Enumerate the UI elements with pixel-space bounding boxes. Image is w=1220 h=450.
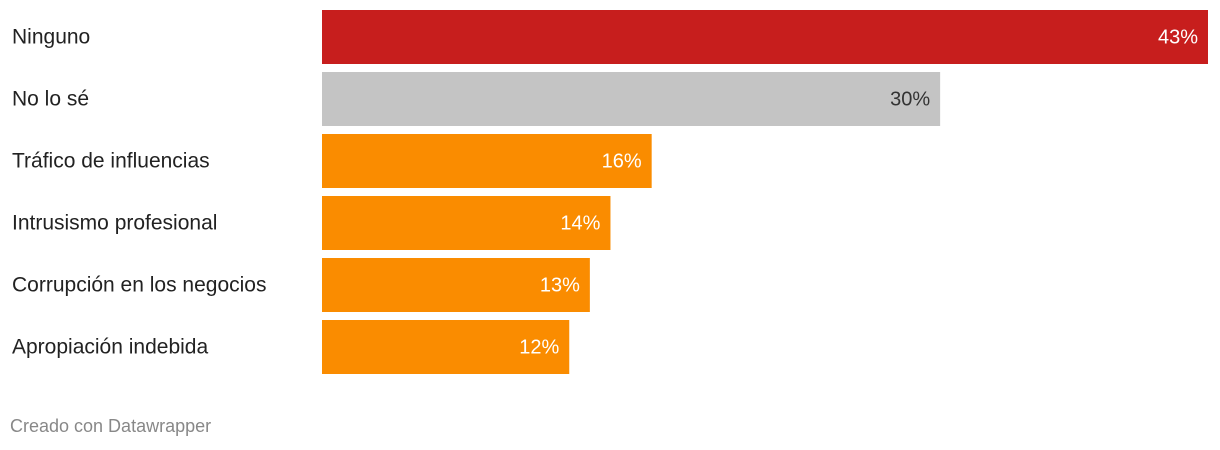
value-label: 13% bbox=[540, 274, 580, 296]
value-label: 14% bbox=[560, 212, 600, 234]
bar bbox=[322, 320, 570, 374]
value-label: 16% bbox=[602, 150, 642, 172]
value-label: 43% bbox=[1158, 26, 1198, 48]
value-label: 30% bbox=[890, 88, 930, 110]
bar bbox=[322, 134, 652, 188]
category-label: No lo sé bbox=[12, 88, 89, 111]
footer: Creado con Datawrapper bbox=[10, 416, 211, 436]
category-label: Apropiación indebida bbox=[12, 336, 208, 359]
category-label: Corrupción en los negocios bbox=[12, 274, 266, 297]
bar bbox=[322, 258, 590, 312]
bar bbox=[322, 196, 611, 250]
category-label: Intrusismo profesional bbox=[12, 212, 217, 235]
category-label: Ninguno bbox=[12, 26, 90, 49]
value-label: 12% bbox=[519, 336, 559, 358]
bar bbox=[322, 72, 941, 126]
bar bbox=[322, 10, 1208, 64]
category-label: Tráfico de influencias bbox=[12, 150, 210, 173]
